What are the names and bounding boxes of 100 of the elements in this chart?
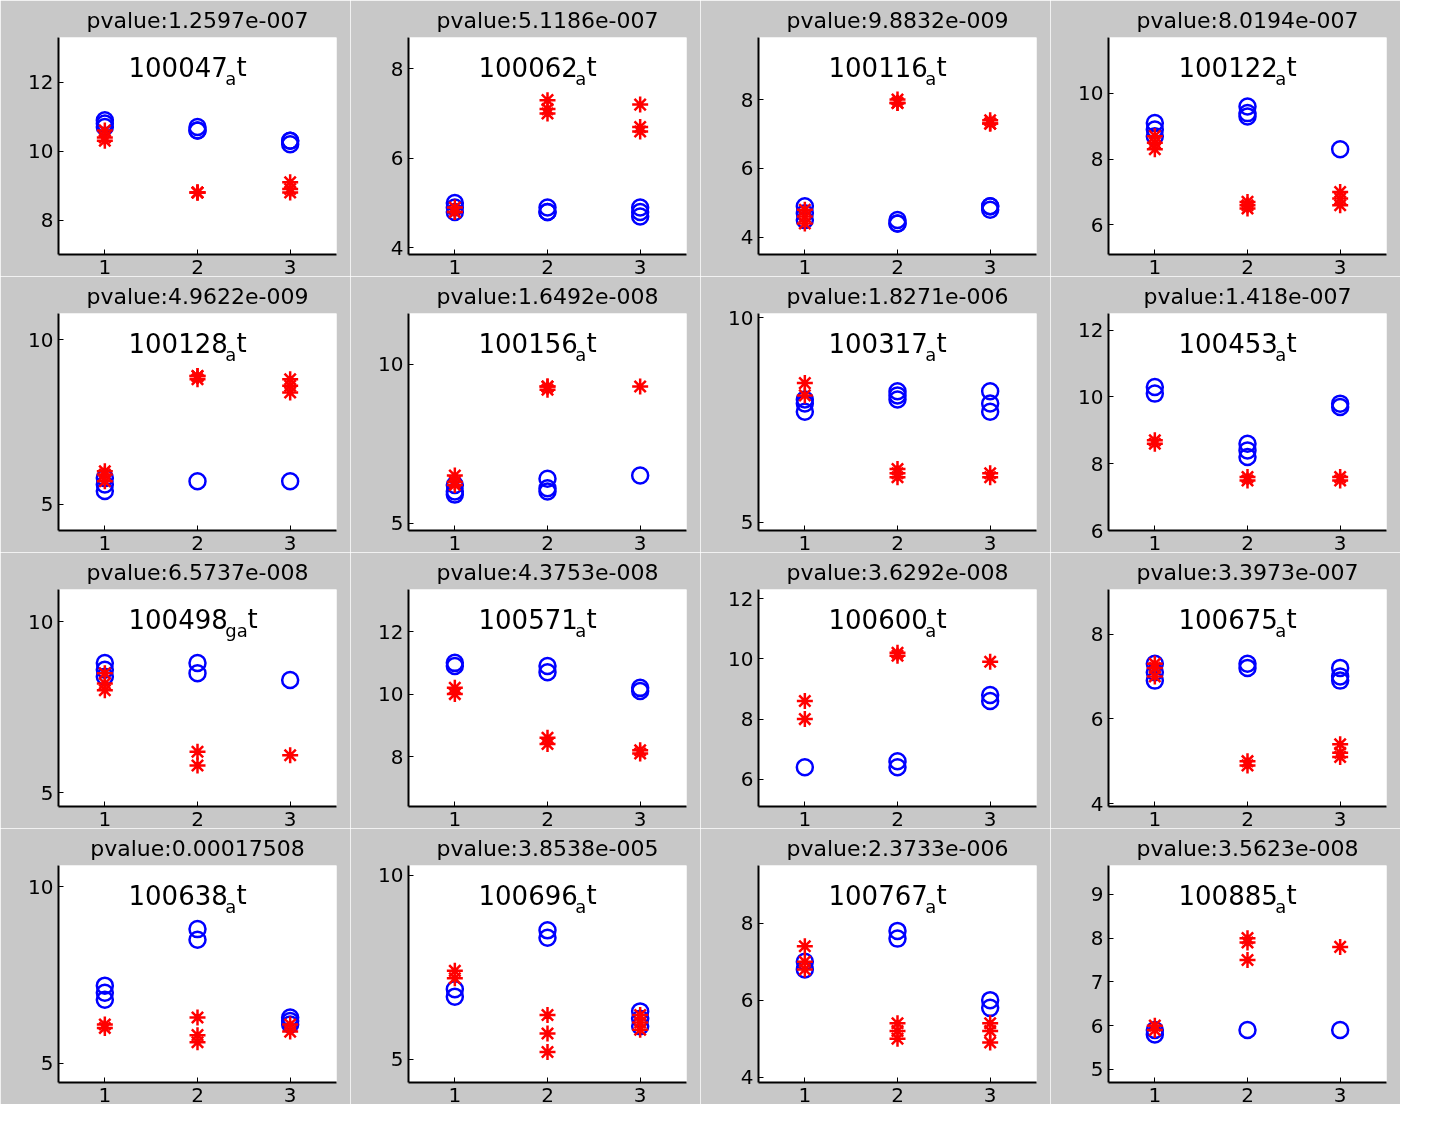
y-tick-label: 6 <box>1090 1013 1104 1038</box>
y-tick-label: 5 <box>390 511 404 536</box>
y-tick-label: 6 <box>390 146 404 171</box>
x-tick-label: 3 <box>283 530 297 555</box>
y-tick-label: 10 <box>1078 81 1104 106</box>
x-tick-label: 3 <box>1333 1082 1347 1107</box>
y-tick-label: 5 <box>40 1051 54 1076</box>
x-tick-label: 2 <box>891 254 904 279</box>
y-tick-label: 12 <box>378 619 404 644</box>
y-tick-label: 12 <box>1078 318 1104 343</box>
x-tick-label: 3 <box>983 806 997 831</box>
y-tick-label: 12 <box>28 70 54 95</box>
y-tick-label: 10 <box>1078 384 1104 409</box>
x-tick-label: 1 <box>448 254 462 279</box>
x-tick-label: 3 <box>1333 254 1347 279</box>
x-tick-label: 2 <box>541 530 554 555</box>
y-tick-label: 5 <box>740 510 754 535</box>
y-tick-label: 10 <box>28 139 54 164</box>
chart-title: pvalue:8.0194e-007 <box>1136 7 1359 33</box>
chart-title: pvalue:4.9622e-009 <box>86 283 309 309</box>
chart-title: pvalue:2.3733e-006 <box>786 835 1009 861</box>
y-tick-label: 8 <box>40 208 54 233</box>
x-tick-label: 1 <box>1148 1082 1162 1107</box>
y-tick-label: 8 <box>1090 622 1104 646</box>
chart-title: pvalue:1.8271e-006 <box>786 283 1009 309</box>
x-tick-label: 1 <box>448 530 462 555</box>
y-tick-label: 4 <box>740 1065 754 1090</box>
x-tick-label: 2 <box>1241 254 1254 279</box>
x-tick-label: 3 <box>633 806 647 831</box>
x-tick-label: 3 <box>633 254 647 279</box>
chart-title: pvalue:4.3753e-008 <box>436 559 659 585</box>
y-tick-label: 6 <box>1090 518 1104 543</box>
x-tick-label: 1 <box>798 254 812 279</box>
y-tick-label: 10 <box>28 609 54 634</box>
y-tick-label: 10 <box>28 327 54 352</box>
y-tick-label: 6 <box>740 767 754 792</box>
x-tick-label: 3 <box>283 1082 297 1107</box>
x-tick-label: 2 <box>541 254 554 279</box>
y-tick-label: 8 <box>740 911 754 936</box>
y-tick-label: 9 <box>1090 882 1104 907</box>
x-tick-label: 2 <box>191 530 204 555</box>
x-tick-label: 1 <box>448 806 462 831</box>
y-tick-label: 4 <box>1090 791 1104 816</box>
y-tick-label: 7 <box>1090 969 1104 994</box>
y-tick-label: 10 <box>378 352 404 377</box>
x-tick-label: 2 <box>1241 1082 1254 1107</box>
y-tick-label: 5 <box>1090 1057 1104 1082</box>
y-tick-label: 8 <box>1090 926 1104 951</box>
x-tick-label: 2 <box>891 530 904 555</box>
x-tick-label: 1 <box>798 530 812 555</box>
x-tick-label: 2 <box>1241 806 1254 831</box>
y-tick-label: 12 <box>728 586 754 611</box>
x-tick-label: 2 <box>191 1082 204 1107</box>
chart-title: pvalue:1.6492e-008 <box>436 283 659 309</box>
y-tick-label: 6 <box>740 988 754 1013</box>
x-tick-label: 1 <box>98 806 112 831</box>
y-tick-label: 8 <box>740 707 754 732</box>
x-tick-label: 3 <box>1333 530 1347 555</box>
x-tick-label: 3 <box>633 1082 647 1107</box>
chart-title: pvalue:0.00017508 <box>90 835 305 861</box>
x-tick-label: 2 <box>1241 530 1254 555</box>
x-tick-label: 3 <box>983 530 997 555</box>
x-tick-label: 1 <box>98 1082 112 1107</box>
y-tick-label: 10 <box>728 305 754 330</box>
chart-title: pvalue:3.3973e-007 <box>1136 559 1359 585</box>
y-tick-label: 6 <box>1090 212 1104 237</box>
chart-title: pvalue:3.8538e-005 <box>436 835 659 861</box>
y-tick-label: 6 <box>740 156 754 181</box>
chart-title: pvalue:1.2597e-007 <box>86 7 309 33</box>
y-tick-label: 6 <box>1090 706 1104 731</box>
y-tick-label: 10 <box>378 863 404 888</box>
chart-title: pvalue:5.1186e-007 <box>436 7 659 33</box>
y-tick-label: 10 <box>378 682 404 707</box>
chart-title: pvalue:1.418e-007 <box>1143 283 1352 309</box>
x-tick-label: 2 <box>891 806 904 831</box>
x-tick-label: 2 <box>541 1082 554 1107</box>
chart-title: pvalue:9.8832e-009 <box>786 7 1009 33</box>
y-tick-label: 5 <box>40 492 54 517</box>
y-tick-label: 8 <box>390 56 404 81</box>
x-tick-label: 2 <box>891 1082 904 1107</box>
x-tick-label: 1 <box>98 254 112 279</box>
x-tick-label: 3 <box>283 806 297 831</box>
x-tick-label: 2 <box>191 806 204 831</box>
x-tick-label: 3 <box>283 254 297 279</box>
y-tick-label: 10 <box>728 646 754 671</box>
x-tick-label: 3 <box>983 1082 997 1107</box>
chart-title: pvalue:6.5737e-008 <box>86 559 309 585</box>
x-tick-label: 2 <box>191 254 204 279</box>
x-tick-label: 1 <box>1148 806 1162 831</box>
y-tick-label: 8 <box>740 87 754 112</box>
x-tick-label: 1 <box>98 530 112 555</box>
x-tick-label: 1 <box>448 1082 462 1107</box>
x-tick-label: 1 <box>1148 530 1162 555</box>
y-tick-label: 10 <box>28 874 54 899</box>
x-tick-label: 1 <box>1148 254 1162 279</box>
chart-title: pvalue:3.5623e-008 <box>1136 835 1359 861</box>
chart-title: pvalue:3.6292e-008 <box>786 559 1009 585</box>
y-tick-label: 5 <box>40 780 54 805</box>
y-tick-label: 8 <box>390 744 404 769</box>
y-tick-label: 8 <box>1090 147 1104 172</box>
